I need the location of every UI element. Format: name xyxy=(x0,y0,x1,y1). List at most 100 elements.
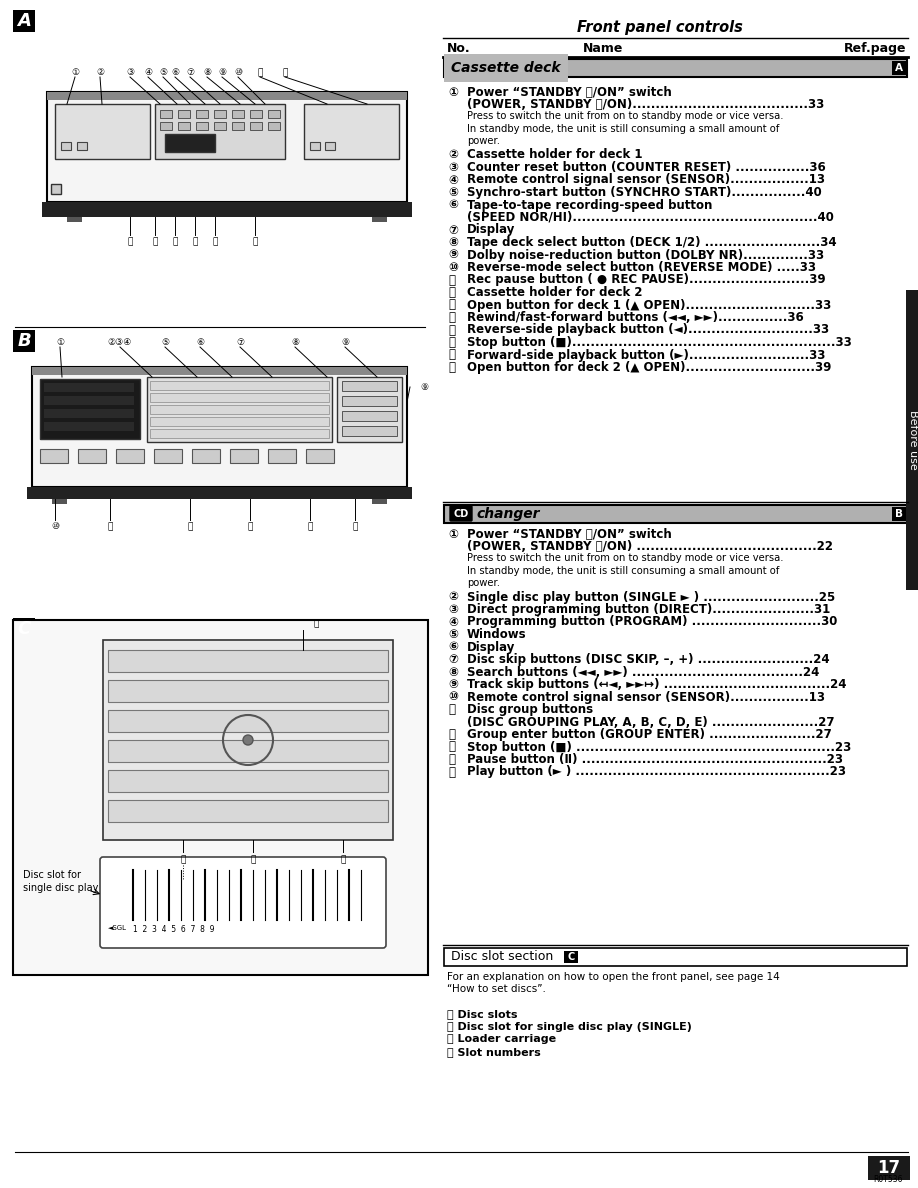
Text: ④: ④ xyxy=(448,173,458,187)
Text: ⑬: ⑬ xyxy=(448,740,455,753)
Text: ⑪: ⑪ xyxy=(448,703,455,716)
FancyBboxPatch shape xyxy=(196,110,208,118)
Text: ④: ④ xyxy=(448,615,458,628)
FancyBboxPatch shape xyxy=(160,110,172,118)
Text: changer: changer xyxy=(476,507,540,522)
Text: ⑪: ⑪ xyxy=(107,522,113,531)
FancyBboxPatch shape xyxy=(450,506,472,522)
Text: ⑧: ⑧ xyxy=(448,665,458,678)
Text: ⑰: ⑰ xyxy=(448,348,455,361)
FancyBboxPatch shape xyxy=(372,217,387,222)
FancyBboxPatch shape xyxy=(178,110,190,118)
Text: ⑯: ⑯ xyxy=(448,336,455,349)
Text: Name: Name xyxy=(583,42,623,55)
Text: ⑫: ⑫ xyxy=(448,728,455,741)
FancyBboxPatch shape xyxy=(892,507,906,522)
Text: (SPEED NOR/HI).....................................................40: (SPEED NOR/HI)..........................… xyxy=(467,211,834,225)
Text: ⑭: ⑭ xyxy=(448,311,455,324)
Text: ⑫: ⑫ xyxy=(448,286,455,299)
Text: C: C xyxy=(17,620,30,638)
FancyBboxPatch shape xyxy=(108,710,388,732)
Text: Forward-side playback button (►)..........................33: Forward-side playback button (►)........… xyxy=(467,348,825,361)
FancyBboxPatch shape xyxy=(196,122,208,129)
Text: ⑥: ⑥ xyxy=(196,339,204,347)
Text: ⑪: ⑪ xyxy=(257,68,263,77)
Text: In standby mode, the unit is still consuming a small amount of: In standby mode, the unit is still consu… xyxy=(467,124,779,133)
Text: ⑧: ⑧ xyxy=(291,339,299,347)
FancyBboxPatch shape xyxy=(103,640,393,840)
FancyBboxPatch shape xyxy=(47,91,407,202)
Text: Direct programming button (DIRECT)......................31: Direct programming button (DIRECT)......… xyxy=(467,604,830,617)
FancyBboxPatch shape xyxy=(230,449,258,463)
Text: power.: power. xyxy=(467,135,500,146)
Text: “How to set discs”.: “How to set discs”. xyxy=(447,985,546,994)
Text: For an explanation on how to open the front panel, see page 14: For an explanation on how to open the fr… xyxy=(447,972,779,982)
FancyBboxPatch shape xyxy=(147,377,332,442)
Text: Ref.page: Ref.page xyxy=(844,42,906,55)
Text: ②: ② xyxy=(96,68,104,77)
Text: ⑫: ⑫ xyxy=(283,68,287,77)
Text: Cassette holder for deck 2: Cassette holder for deck 2 xyxy=(467,286,643,299)
FancyBboxPatch shape xyxy=(78,449,106,463)
Text: A: A xyxy=(895,63,903,72)
Text: ⑦: ⑦ xyxy=(186,68,194,77)
FancyBboxPatch shape xyxy=(42,202,412,217)
Text: (POWER, STANDBY ⏻/ON) .......................................22: (POWER, STANDBY ⏻/ON) ..................… xyxy=(467,541,833,554)
Text: ⑦: ⑦ xyxy=(236,339,244,347)
FancyBboxPatch shape xyxy=(214,110,226,118)
Text: ⑭: ⑭ xyxy=(308,522,313,531)
Text: Tape deck select button (DECK 1/2) .........................34: Tape deck select button (DECK 1/2) .....… xyxy=(467,236,836,249)
FancyBboxPatch shape xyxy=(100,857,386,948)
Text: ⑨: ⑨ xyxy=(341,339,349,347)
Text: ⑩: ⑩ xyxy=(448,261,458,274)
Text: ⑩: ⑩ xyxy=(50,522,59,531)
Text: ①: ① xyxy=(448,527,458,541)
FancyBboxPatch shape xyxy=(40,379,140,440)
Text: ①: ① xyxy=(71,68,79,77)
FancyBboxPatch shape xyxy=(13,10,35,32)
FancyBboxPatch shape xyxy=(564,952,578,963)
Text: ⑮: ⑮ xyxy=(448,323,455,336)
FancyBboxPatch shape xyxy=(444,948,907,966)
Text: Open button for deck 2 (▲ OPEN)............................39: Open button for deck 2 (▲ OPEN).........… xyxy=(467,361,832,374)
FancyBboxPatch shape xyxy=(32,367,407,375)
Text: (POWER, STANDBY ⏻/ON)......................................33: (POWER, STANDBY ⏻/ON)...................… xyxy=(467,99,824,112)
Text: ⑮: ⑮ xyxy=(353,522,358,531)
Text: Display: Display xyxy=(467,640,515,653)
Text: ⑥: ⑥ xyxy=(448,640,458,653)
Text: ②: ② xyxy=(448,148,458,162)
FancyBboxPatch shape xyxy=(160,122,172,129)
Text: ⑫: ⑫ xyxy=(187,522,193,531)
Text: ⑭: ⑭ xyxy=(152,236,158,246)
FancyBboxPatch shape xyxy=(906,290,918,590)
FancyBboxPatch shape xyxy=(268,110,280,118)
Text: No.: No. xyxy=(447,42,471,55)
Text: ⑷ Loader carriage: ⑷ Loader carriage xyxy=(447,1035,556,1044)
Text: B: B xyxy=(895,508,903,519)
Text: single disc play: single disc play xyxy=(23,883,98,893)
FancyBboxPatch shape xyxy=(214,122,226,129)
Text: ⑪: ⑪ xyxy=(448,273,455,286)
Text: ⑨: ⑨ xyxy=(420,383,428,392)
FancyBboxPatch shape xyxy=(268,449,296,463)
Text: ⑰: ⑰ xyxy=(212,236,218,246)
Text: B: B xyxy=(17,331,31,350)
FancyBboxPatch shape xyxy=(150,393,329,402)
Text: ⑮: ⑮ xyxy=(448,765,455,778)
Text: ⑤: ⑤ xyxy=(161,339,169,347)
FancyBboxPatch shape xyxy=(165,134,215,152)
FancyBboxPatch shape xyxy=(47,91,407,100)
Text: ⑦: ⑦ xyxy=(448,653,458,666)
Text: ③: ③ xyxy=(126,68,134,77)
Text: Cassette deck: Cassette deck xyxy=(451,61,561,75)
Text: ①: ① xyxy=(56,339,64,347)
Text: Stop button (■).........................................................33: Stop button (■).........................… xyxy=(467,336,852,349)
FancyBboxPatch shape xyxy=(52,499,67,504)
Text: C: C xyxy=(567,952,575,962)
Text: Disc group buttons: Disc group buttons xyxy=(467,703,593,716)
Text: ⑧: ⑧ xyxy=(448,236,458,249)
Text: ⑦: ⑦ xyxy=(448,223,458,236)
Text: ⑭: ⑭ xyxy=(448,753,455,766)
Text: Search buttons (◄◄, ►►) .....................................24: Search buttons (◄◄, ►►) ................… xyxy=(467,665,820,678)
Text: Windows: Windows xyxy=(467,628,527,642)
